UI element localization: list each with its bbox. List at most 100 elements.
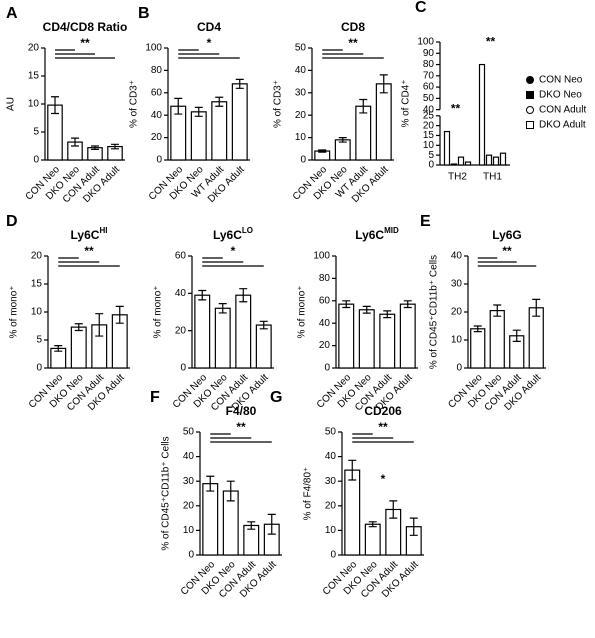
significance: * <box>207 36 212 50</box>
bar <box>489 310 505 369</box>
title-sup: HI <box>99 226 107 235</box>
error-bar <box>235 78 244 89</box>
y-tick-label: 60 <box>319 295 331 306</box>
y-tick-label: 30 <box>295 87 307 98</box>
significance: * <box>231 244 236 258</box>
y-axis-label: % of F4/80⁺ <box>303 467 314 521</box>
panel-letter: A <box>6 5 18 22</box>
significance: ** <box>236 420 246 434</box>
y-tick-label: 0 <box>188 550 194 561</box>
bar <box>255 324 272 369</box>
y-tick-label: 30 <box>183 476 195 487</box>
y-tick-label: 40 <box>151 110 163 121</box>
legend-label: DKO Adult <box>539 120 586 131</box>
y-tick-label: 50 <box>183 427 195 438</box>
bar <box>443 130 451 166</box>
bar <box>231 83 248 161</box>
error-bar <box>338 137 347 143</box>
error-bar <box>91 145 99 150</box>
significance: ** <box>451 102 461 116</box>
y-tick-label: 40 <box>325 451 337 462</box>
y-tick-label: 5 <box>33 127 39 138</box>
error-bar <box>74 323 83 332</box>
y-tick-label: 70 <box>423 70 435 81</box>
chart-title: CD4/CD8 Ratio <box>43 20 128 34</box>
y-tick-label: 20 <box>295 110 307 121</box>
chart-title: Ly6G <box>492 228 522 242</box>
error-bar <box>359 98 368 114</box>
error-bar <box>115 305 124 324</box>
y-tick-label: 0 <box>300 155 306 166</box>
error-bar <box>379 74 388 94</box>
y-tick-label: 90 <box>423 48 435 59</box>
bar <box>492 156 500 166</box>
y-tick-label: 60 <box>175 251 187 262</box>
y-tick-label: 15 <box>31 279 43 290</box>
error-bar <box>54 345 63 352</box>
error-bar <box>403 300 412 309</box>
bar <box>470 328 486 369</box>
bar <box>399 303 416 369</box>
legend-label: CON Neo <box>539 75 583 86</box>
bar <box>70 326 87 369</box>
panel-letter: D <box>6 213 18 230</box>
panel-8: FF4/80% of CD45⁺CD11b⁺ Cells01020304050C… <box>150 389 282 600</box>
error-bar <box>198 289 207 301</box>
y-tick-label: 80 <box>151 65 163 76</box>
title-sup: LO <box>242 226 253 235</box>
y-tick-label: 20 <box>325 500 337 511</box>
error-bar <box>368 521 377 528</box>
significance: * <box>381 472 386 486</box>
error-bar <box>194 106 203 117</box>
y-tick-label: 10 <box>28 99 40 110</box>
y-tick-label: 40 <box>183 451 195 462</box>
y-tick-label: 100 <box>313 251 330 262</box>
y-tick-label: 50 <box>295 43 307 54</box>
error-bar <box>318 149 327 153</box>
chart-title: CD8 <box>341 20 365 34</box>
panel-letter: C <box>415 0 427 16</box>
y-tick-label: 80 <box>319 273 331 284</box>
error-bar <box>111 143 119 150</box>
y-tick-label: 20 <box>319 340 331 351</box>
bar <box>464 161 472 166</box>
y-tick-label: 15 <box>28 71 40 82</box>
y-tick-label: 0 <box>330 550 336 561</box>
y-tick-label: 10 <box>183 525 195 536</box>
error-bar <box>348 459 357 481</box>
y-axis-label: % of CD4⁺ <box>401 79 412 127</box>
y-tick-label: 20 <box>31 251 43 262</box>
significance: ** <box>378 420 388 434</box>
significance: ** <box>348 36 358 50</box>
legend-marker <box>526 121 534 129</box>
y-tick-label: 40 <box>295 65 307 76</box>
bar <box>528 307 544 369</box>
error-bar <box>389 500 398 519</box>
panel-letter: F <box>150 389 160 406</box>
chart-title: Ly6CLO <box>213 226 253 242</box>
chart-title: CD206 <box>364 404 402 418</box>
bar <box>379 313 396 369</box>
y-tick-label: 30 <box>451 279 463 290</box>
y-axis-label: % of CD45⁺CD11b⁺ Cells <box>429 255 440 369</box>
error-bar <box>239 288 248 303</box>
error-bar <box>71 137 79 147</box>
y-tick-label: 40 <box>423 104 435 115</box>
y-tick-label: 20 <box>151 132 163 143</box>
y-tick-label: 0 <box>33 155 39 166</box>
significance: ** <box>486 35 496 49</box>
bar <box>235 294 252 369</box>
x-tick-label: TH2 <box>448 172 467 183</box>
legend-marker <box>526 76 534 84</box>
y-axis-label: % of mono⁺ <box>9 285 20 338</box>
y-tick-label: 15 <box>423 130 435 141</box>
x-tick-label: TH1 <box>483 172 502 183</box>
legend-marker <box>526 106 534 114</box>
y-tick-label: 0 <box>36 363 42 374</box>
